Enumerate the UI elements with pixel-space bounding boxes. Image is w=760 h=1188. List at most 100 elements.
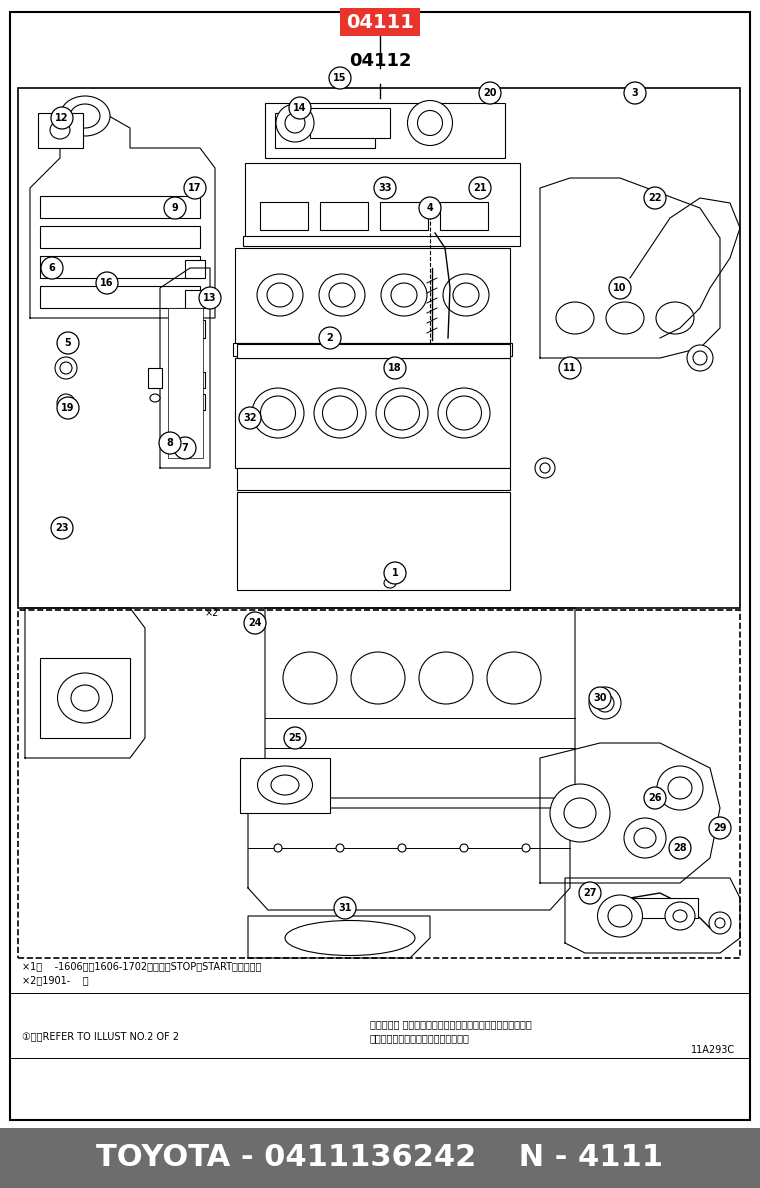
- Ellipse shape: [535, 459, 555, 478]
- Text: 33: 33: [378, 183, 391, 192]
- Ellipse shape: [460, 843, 468, 852]
- Text: 8: 8: [166, 438, 173, 448]
- Polygon shape: [540, 178, 720, 358]
- Text: ×2（1901-    ）: ×2（1901- ）: [22, 975, 89, 985]
- Circle shape: [609, 277, 631, 299]
- Circle shape: [419, 197, 441, 219]
- Ellipse shape: [351, 652, 405, 704]
- Bar: [40, 226, 200, 248]
- Bar: [183, 372, 205, 388]
- Circle shape: [384, 358, 406, 379]
- Bar: [38, 113, 83, 148]
- Circle shape: [479, 82, 501, 105]
- Ellipse shape: [314, 388, 366, 438]
- Circle shape: [184, 177, 206, 200]
- Text: 1: 1: [391, 568, 398, 579]
- Circle shape: [51, 107, 73, 129]
- Circle shape: [644, 786, 666, 809]
- Text: ×1（    -1606）（1606-1702）有り（STOP＆STARTシステム）: ×1（ -1606）（1606-1702）有り（STOP＆STARTシステム）: [22, 961, 261, 971]
- Text: 18: 18: [388, 364, 402, 373]
- Ellipse shape: [453, 283, 479, 307]
- Polygon shape: [248, 798, 570, 910]
- Circle shape: [41, 257, 63, 279]
- Circle shape: [289, 97, 311, 119]
- Ellipse shape: [283, 652, 337, 704]
- Text: 14: 14: [293, 103, 307, 113]
- Ellipse shape: [70, 105, 100, 128]
- Circle shape: [57, 397, 79, 419]
- Text: 04112: 04112: [349, 52, 411, 70]
- Ellipse shape: [668, 777, 692, 800]
- Text: 19: 19: [62, 403, 74, 413]
- Text: 13: 13: [203, 293, 217, 303]
- Ellipse shape: [657, 766, 703, 810]
- Ellipse shape: [276, 105, 314, 143]
- Circle shape: [469, 177, 491, 200]
- Text: 17: 17: [188, 183, 201, 192]
- Text: 11: 11: [563, 364, 577, 373]
- Text: 32: 32: [243, 413, 257, 423]
- Text: 20: 20: [483, 88, 497, 97]
- Ellipse shape: [376, 388, 428, 438]
- Bar: [235, 358, 510, 468]
- Circle shape: [164, 197, 186, 219]
- Text: 9: 9: [172, 203, 179, 213]
- Text: 30: 30: [594, 693, 606, 703]
- Text: 16: 16: [100, 278, 114, 287]
- Text: 26: 26: [648, 794, 662, 803]
- Bar: [18, 88, 740, 608]
- Circle shape: [244, 612, 266, 634]
- Ellipse shape: [419, 652, 473, 704]
- Text: 11A293C: 11A293C: [691, 1045, 735, 1055]
- Bar: [0, 1127, 760, 1188]
- Bar: [618, 898, 698, 918]
- Circle shape: [199, 287, 221, 309]
- Text: 4: 4: [426, 203, 433, 213]
- Polygon shape: [265, 608, 575, 808]
- Ellipse shape: [55, 358, 77, 379]
- Bar: [245, 163, 520, 238]
- Ellipse shape: [385, 396, 420, 430]
- Ellipse shape: [487, 652, 541, 704]
- FancyBboxPatch shape: [340, 8, 420, 36]
- Ellipse shape: [60, 96, 110, 135]
- Ellipse shape: [522, 843, 530, 852]
- Bar: [275, 113, 375, 148]
- Ellipse shape: [443, 274, 489, 316]
- Bar: [237, 468, 510, 489]
- Ellipse shape: [260, 345, 276, 355]
- Ellipse shape: [687, 345, 713, 371]
- Ellipse shape: [673, 910, 687, 922]
- Ellipse shape: [589, 687, 621, 719]
- Text: 31: 31: [338, 903, 352, 914]
- Ellipse shape: [634, 828, 656, 848]
- Circle shape: [51, 517, 73, 539]
- Bar: [185, 290, 205, 308]
- Ellipse shape: [384, 579, 396, 588]
- Text: ①～␳REFER TO ILLUST NO.2 OF 2: ①～␳REFER TO ILLUST NO.2 OF 2: [22, 1031, 179, 1041]
- Circle shape: [319, 327, 341, 349]
- Circle shape: [589, 687, 611, 709]
- Text: 6: 6: [49, 263, 55, 273]
- Circle shape: [57, 331, 79, 354]
- Ellipse shape: [329, 283, 355, 307]
- Text: 22: 22: [648, 192, 662, 203]
- Text: ×2: ×2: [204, 608, 219, 618]
- Bar: [237, 345, 510, 358]
- Circle shape: [159, 432, 181, 454]
- Circle shape: [334, 897, 356, 920]
- Circle shape: [284, 727, 306, 748]
- Circle shape: [669, 838, 691, 859]
- Text: 12: 12: [55, 113, 68, 124]
- Text: 15: 15: [333, 72, 347, 83]
- Circle shape: [579, 881, 601, 904]
- Text: 部品が含まれている場合があります。: 部品が含まれている場合があります。: [370, 1034, 470, 1043]
- Text: 3: 3: [632, 88, 638, 97]
- Text: 2: 2: [327, 333, 334, 343]
- Circle shape: [644, 187, 666, 209]
- Ellipse shape: [656, 302, 694, 334]
- Ellipse shape: [398, 843, 406, 852]
- Text: 23: 23: [55, 523, 68, 533]
- Ellipse shape: [271, 775, 299, 795]
- Ellipse shape: [267, 283, 293, 307]
